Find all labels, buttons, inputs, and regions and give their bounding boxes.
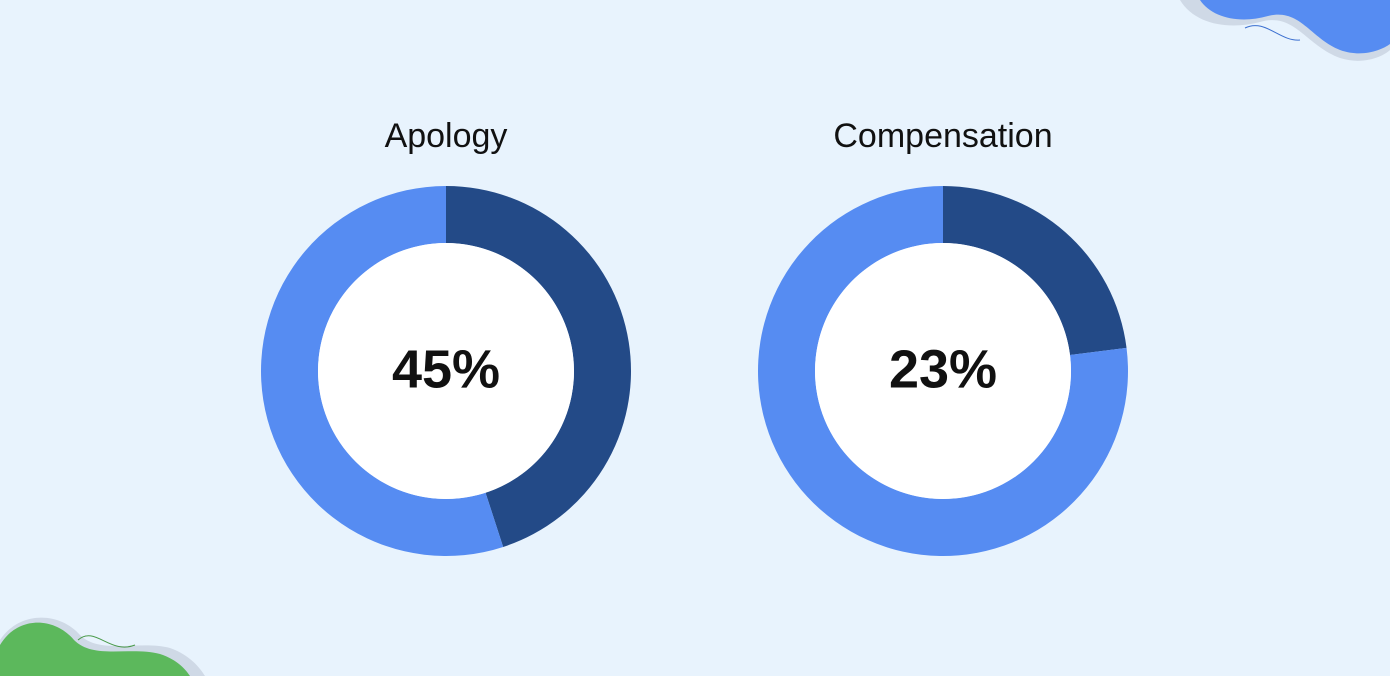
center-label: 45%: [392, 339, 500, 399]
decor-line: [77, 635, 136, 648]
donut-hole: [318, 243, 574, 499]
donut-segment: [261, 186, 504, 556]
chart-title: Apology: [385, 117, 508, 155]
decor-line: [1244, 25, 1301, 41]
donut-segment: [758, 186, 1128, 556]
donut-segment: [446, 186, 631, 547]
decor-blob: [0, 622, 190, 676]
donut-hole: [815, 243, 1071, 499]
chart-title: Compensation: [833, 117, 1052, 155]
decor-blob: [1200, 0, 1390, 54]
donut-segment: [943, 186, 1127, 355]
center-label: 23%: [889, 339, 997, 399]
